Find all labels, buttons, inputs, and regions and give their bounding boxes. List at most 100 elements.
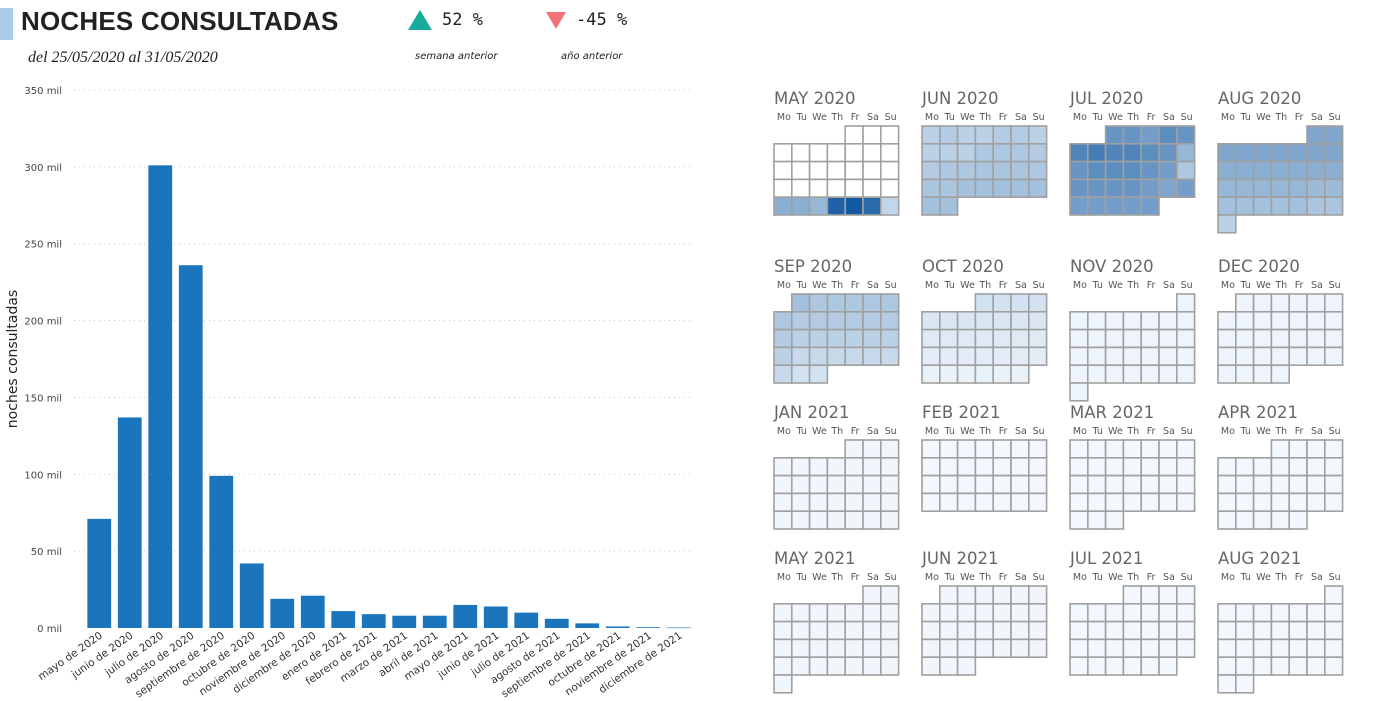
day-cell — [808, 492, 829, 513]
day-cell — [1252, 602, 1273, 623]
day-cell — [1306, 474, 1326, 495]
day-cell — [1252, 456, 1273, 477]
day-cell — [1176, 492, 1196, 513]
weekday-label: We — [1108, 572, 1123, 583]
day-cell — [1288, 310, 1308, 331]
day-cell — [826, 456, 847, 477]
weekday-label: Th — [978, 426, 991, 437]
weekday-label: Mo — [1073, 280, 1087, 291]
day-cell — [1234, 178, 1255, 199]
day-cell — [808, 474, 829, 495]
day-cell — [862, 196, 882, 216]
day-cell — [880, 310, 900, 331]
day-cell — [1158, 178, 1178, 199]
day-cell — [1104, 178, 1125, 199]
day-cell — [1270, 474, 1291, 495]
weekday-label: Sa — [1163, 572, 1175, 583]
day-cell — [956, 474, 977, 495]
weekday-label: Th — [830, 280, 843, 291]
day-cell — [790, 160, 811, 181]
day-cell — [880, 196, 900, 216]
day-cell — [1140, 160, 1160, 181]
day-cell — [790, 638, 811, 659]
day-cell — [1122, 492, 1143, 513]
day-cell — [956, 310, 977, 331]
day-cell — [1028, 178, 1048, 199]
day-cell — [880, 456, 900, 477]
day-cell — [1306, 638, 1326, 659]
day-cell — [974, 474, 995, 495]
day-cell — [1270, 346, 1291, 367]
day-cell — [1140, 142, 1160, 163]
day-cell — [1217, 142, 1237, 163]
bar — [361, 614, 386, 628]
day-cell — [1234, 474, 1255, 495]
day-cell — [790, 656, 811, 676]
day-cell — [1122, 178, 1143, 199]
day-cell — [921, 474, 941, 495]
day-cell — [1288, 510, 1308, 530]
day-cell — [974, 585, 995, 605]
day-cell — [1234, 674, 1255, 694]
day-cell — [790, 492, 811, 513]
day-cell — [1086, 510, 1107, 530]
day-cell — [1288, 620, 1308, 641]
day-cell — [1158, 656, 1178, 676]
day-cell — [1252, 328, 1273, 349]
weekday-label: Th — [978, 280, 991, 291]
weekday-label: Mo — [925, 280, 939, 291]
day-cell — [1252, 178, 1273, 199]
day-cell — [844, 474, 864, 495]
day-cell — [790, 293, 811, 313]
day-cell — [1069, 328, 1089, 349]
day-cell — [1104, 456, 1125, 477]
month-label: AUG 2020 — [1218, 89, 1301, 108]
day-cell — [1104, 638, 1125, 659]
day-cell — [826, 656, 847, 676]
day-cell — [880, 328, 900, 349]
day-cell — [1158, 160, 1178, 181]
day-cell — [826, 492, 847, 513]
day-cell — [992, 602, 1012, 623]
bar — [575, 623, 600, 628]
day-cell — [938, 439, 959, 459]
day-cell — [773, 474, 793, 495]
day-cell — [1252, 293, 1273, 313]
day-cell — [921, 178, 941, 199]
day-cell — [1104, 346, 1125, 367]
month-label: DEC 2020 — [1218, 257, 1300, 276]
weekday-label: Th — [830, 426, 843, 437]
day-cell — [1010, 638, 1030, 659]
day-cell — [1324, 346, 1344, 367]
day-cell — [880, 160, 900, 181]
day-cell — [1270, 439, 1291, 459]
day-cell — [862, 492, 882, 513]
weekday-label: Mo — [1221, 280, 1235, 291]
day-cell — [862, 585, 882, 605]
day-cell — [1176, 439, 1196, 459]
day-cell — [938, 160, 959, 181]
weekday-label: Tu — [1092, 280, 1103, 291]
month-label: JUL 2020 — [1069, 89, 1143, 108]
day-cell — [992, 328, 1012, 349]
weekday-label: Sa — [1311, 112, 1323, 123]
day-cell — [844, 439, 864, 459]
weekday-label: Mo — [1073, 426, 1087, 437]
day-cell — [790, 364, 811, 384]
month-panel: SEP 2020 Mo Tu We Th Fr Sa Su — [773, 257, 900, 384]
day-cell — [938, 585, 959, 605]
day-cell — [1028, 328, 1048, 349]
day-cell — [1306, 328, 1326, 349]
day-cell — [1252, 346, 1273, 367]
day-cell — [938, 142, 959, 163]
day-cell — [1176, 142, 1196, 163]
weekday-label: Su — [1329, 112, 1341, 123]
day-cell — [826, 346, 847, 367]
day-cell — [1324, 328, 1344, 349]
day-cell — [1028, 125, 1048, 145]
day-cell — [1252, 364, 1273, 384]
day-cell — [826, 310, 847, 331]
day-cell — [1010, 328, 1030, 349]
day-cell — [1069, 160, 1089, 181]
day-cell — [1217, 474, 1237, 495]
